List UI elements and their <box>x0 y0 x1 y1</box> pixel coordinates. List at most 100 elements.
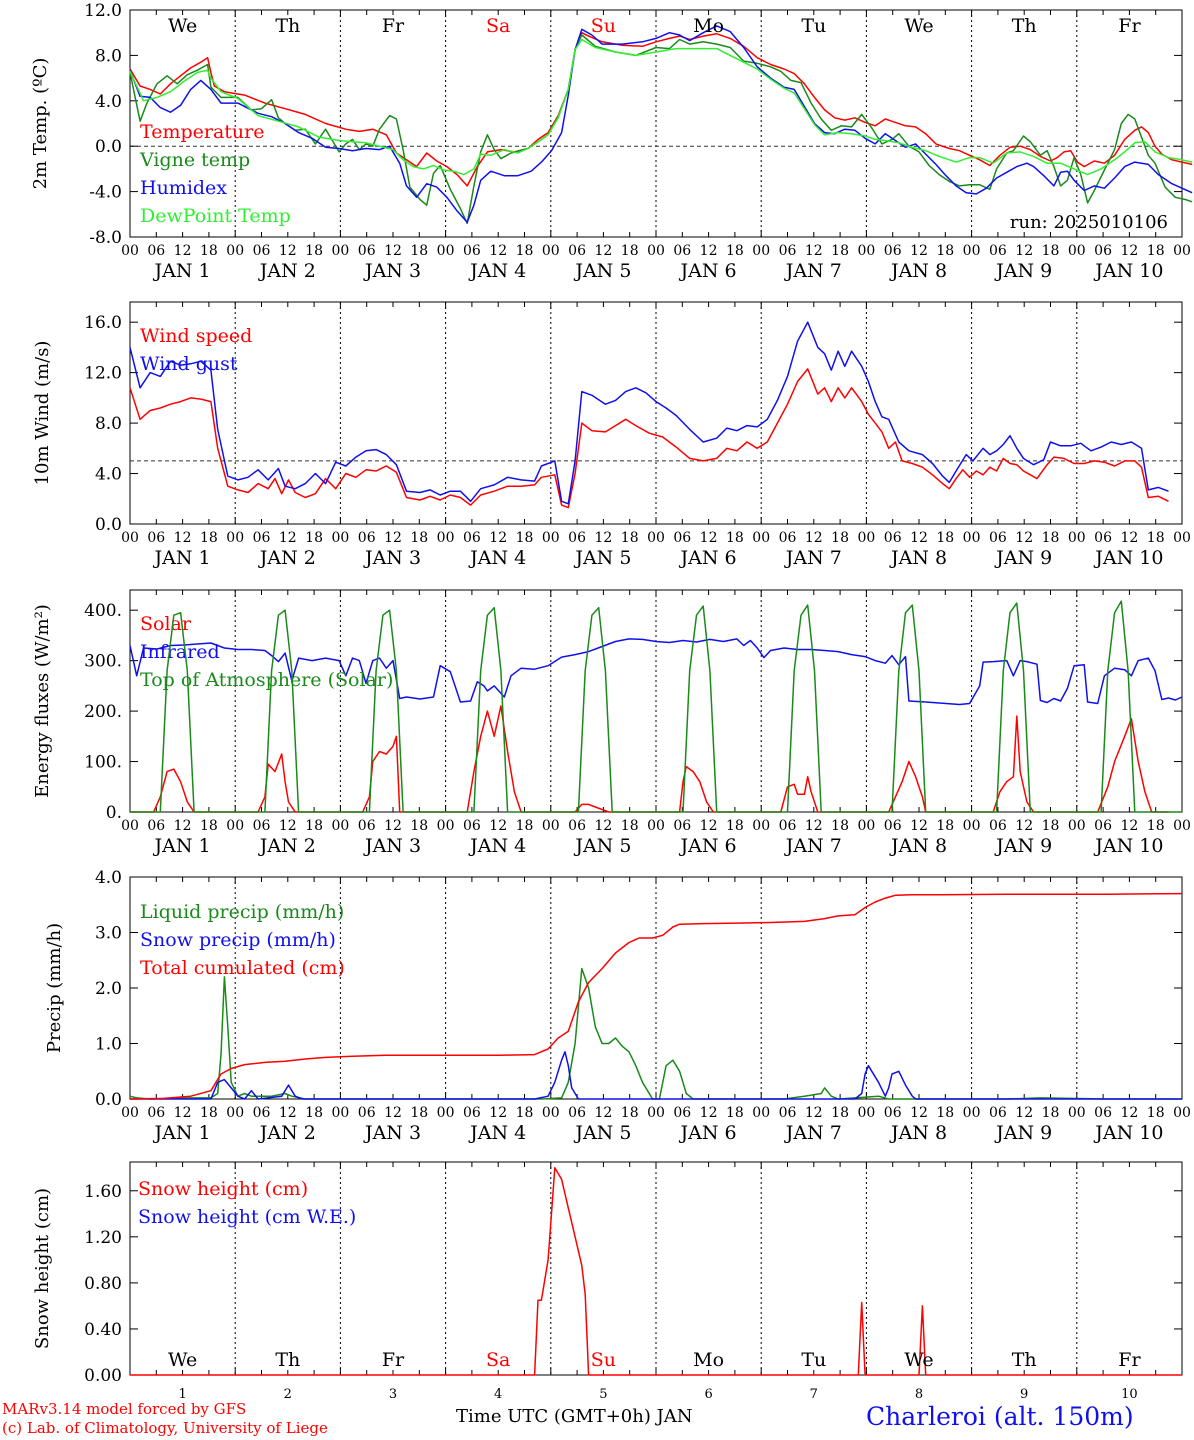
energy-hour-label: 12 <box>174 818 192 834</box>
wind-hour-label: 06 <box>1094 530 1112 546</box>
precip-y-axis-label: Precip (mm/h) <box>44 923 65 1053</box>
energy-date-label: JAN 4 <box>468 835 526 857</box>
energy-hour-label: 18 <box>516 818 534 834</box>
wind-date-label: JAN 4 <box>468 547 526 569</box>
wind-hour-label: 06 <box>673 530 691 546</box>
temp-hour-label: 12 <box>174 243 192 259</box>
temp-hour-label: 18 <box>516 243 534 259</box>
wind-hour-label: 18 <box>1042 530 1060 546</box>
energy-series-line <box>130 705 1169 813</box>
snow-y-tick-label: 1.60 <box>84 1182 122 1202</box>
wind-legend-entry: Wind gust <box>140 353 238 375</box>
wind-hour-label: 00 <box>647 530 665 546</box>
temp-day-name: Tu <box>801 15 826 37</box>
energy-hour-label: 06 <box>989 818 1007 834</box>
temp-series-line <box>129 34 1193 225</box>
precip-hour-label: 18 <box>410 1105 428 1121</box>
wind-hour-label: 00 <box>752 530 770 546</box>
time-axis-title: Time UTC (GMT+0h) JAN <box>456 1406 693 1427</box>
energy-hour-label: 12 <box>1015 818 1033 834</box>
temp-hour-label: 12 <box>594 243 612 259</box>
day-number-label: 1 <box>178 1387 186 1402</box>
precip-hour-label: 12 <box>279 1105 297 1121</box>
energy-hour-label: 12 <box>700 818 718 834</box>
precip-date-label: JAN 1 <box>153 1122 211 1144</box>
snow-day-name: Fr <box>1118 1349 1141 1371</box>
snow-day-name: Th <box>275 1349 300 1371</box>
temp-hour-label: 18 <box>410 243 428 259</box>
precip-hour-label: 18 <box>200 1105 218 1121</box>
temp-hour-label: 06 <box>673 243 691 259</box>
precip-hour-label: 12 <box>1015 1105 1033 1121</box>
precip-hour-label: 12 <box>1120 1105 1138 1121</box>
day-number-label: 7 <box>810 1387 818 1402</box>
temp-hour-label: 12 <box>384 243 402 259</box>
energy-date-label: JAN 3 <box>363 835 421 857</box>
day-number-label: 10 <box>1121 1387 1138 1402</box>
energy-hour-label: 00 <box>437 818 455 834</box>
energy-hour-label: 06 <box>779 818 797 834</box>
wind-y-tick-label: 12.0 <box>84 364 122 384</box>
precip-hour-label: 18 <box>726 1105 744 1121</box>
temp-day-name: Su <box>591 15 616 37</box>
precip-date-label: JAN 5 <box>573 1122 631 1144</box>
credit-line-2: (c) Lab. of Climatology, University of L… <box>2 1419 328 1437</box>
temp-date-label: JAN 1 <box>153 260 211 282</box>
precip-hour-label: 06 <box>989 1105 1007 1121</box>
temp-y-axis-label: 2m Temp. (ºC) <box>30 58 51 190</box>
precip-hour-label: 00 <box>1068 1105 1086 1121</box>
precip-hour-label: 12 <box>700 1105 718 1121</box>
precip-hour-label: 00 <box>542 1105 560 1121</box>
temp-date-label: JAN 9 <box>994 260 1052 282</box>
precip-hour-label: 06 <box>253 1105 271 1121</box>
temp-hour-label: 12 <box>1120 243 1138 259</box>
energy-hour-label: 06 <box>1094 818 1112 834</box>
energy-y-tick-label: 400. <box>84 601 122 621</box>
energy-hour-label: 18 <box>936 818 954 834</box>
temp-y-tick-label: -8.0 <box>89 228 122 248</box>
wind-hour-label: 12 <box>805 530 823 546</box>
day-number-label: 9 <box>1020 1387 1028 1402</box>
snow-day-name: Tu <box>801 1349 826 1371</box>
temp-day-name: We <box>904 15 933 37</box>
precip-series-line <box>129 967 1182 1100</box>
energy-hour-label: 18 <box>410 818 428 834</box>
temp-hour-label: 12 <box>700 243 718 259</box>
snow-day-name: Su <box>591 1349 616 1371</box>
energy-date-label: JAN 2 <box>258 835 316 857</box>
credit-line-1: MARv3.14 model forced by GFS <box>2 1400 247 1418</box>
temp-hour-label: 06 <box>989 243 1007 259</box>
energy-hour-label: 06 <box>884 818 902 834</box>
temp-day-name: Th <box>1012 15 1037 37</box>
precip-hour-label: 12 <box>174 1105 192 1121</box>
wind-hour-label: 18 <box>516 530 534 546</box>
wind-hour-label: 12 <box>279 530 297 546</box>
temp-hour-label: 18 <box>621 243 639 259</box>
energy-y-tick-label: 300. <box>84 652 122 672</box>
temp-hour-label: 00 <box>121 243 139 259</box>
wind-hour-label: 18 <box>305 530 323 546</box>
energy-legend-entry: Infrared <box>140 641 220 663</box>
wind-hour-label: 18 <box>726 530 744 546</box>
wind-hour-label: 06 <box>568 530 586 546</box>
temp-series-line <box>129 25 1193 223</box>
precip-hour-label: 00 <box>121 1105 139 1121</box>
energy-hour-label: 12 <box>594 818 612 834</box>
wind-hour-label: 06 <box>253 530 271 546</box>
precip-y-tick-label: 0.0 <box>95 1090 122 1110</box>
wind-hour-label: 06 <box>463 530 481 546</box>
wind-hour-label: 06 <box>989 530 1007 546</box>
energy-hour-label: 18 <box>305 818 323 834</box>
temp-y-tick-label: -4.0 <box>89 183 122 203</box>
wind-hour-label: 00 <box>121 530 139 546</box>
precip-hour-label: 06 <box>673 1105 691 1121</box>
wind-hour-label: 18 <box>621 530 639 546</box>
precip-y-tick-label: 2.0 <box>95 979 122 999</box>
temp-hour-label: 06 <box>568 243 586 259</box>
energy-y-tick-label: 100. <box>84 753 122 773</box>
temp-hour-label: 12 <box>489 243 507 259</box>
day-number-label: 2 <box>284 1387 292 1402</box>
energy-hour-label: 12 <box>384 818 402 834</box>
wind-hour-label: 12 <box>910 530 928 546</box>
wind-hour-label: 12 <box>1015 530 1033 546</box>
